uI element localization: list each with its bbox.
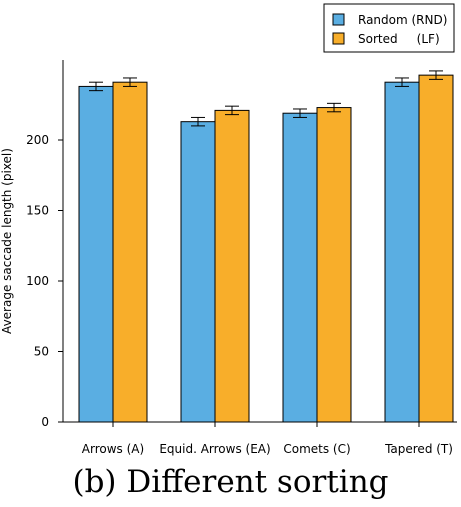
bar: [78, 85, 114, 423]
x-tick-label: Arrows (A): [82, 442, 144, 456]
legend-box: [323, 3, 455, 53]
bar: [316, 107, 352, 423]
y-tick-label: 100: [26, 274, 49, 288]
bar: [214, 109, 250, 423]
legend: Random (RND) Sorted (LF): [323, 3, 455, 53]
legend-label: Sorted (LF): [358, 32, 440, 46]
x-tick-label: Equid. Arrows (EA): [159, 442, 270, 456]
x-ticks-layer: Arrows (A) Equid. Arrows (EA) Comets (C) Ta…: [82, 422, 453, 456]
bars-layer: [78, 74, 454, 423]
figure-caption: (b) Different sorting: [72, 464, 389, 500]
y-ticks-layer: 0 50 100 150 200: [26, 133, 63, 429]
bar-chart: 0 50 100 150 200 Arrows (A) Equid. Arrows (EA…: [0, 3, 457, 456]
y-tick-label: 50: [34, 345, 49, 359]
error-bars-layer: [89, 70, 443, 127]
legend-swatch: [332, 32, 345, 45]
y-tick-label: 200: [26, 133, 49, 147]
legend-swatch: [332, 13, 345, 26]
x-tick-label: Comets (C): [283, 442, 350, 456]
axes-layer: [62, 60, 457, 423]
y-tick-label: 0: [41, 415, 49, 429]
y-axis-label: Average saccade length (pixel): [0, 148, 14, 334]
bar: [384, 81, 420, 423]
legend-label: Random (RND): [358, 13, 447, 27]
bar: [180, 121, 216, 423]
bar: [418, 74, 454, 423]
y-tick-label: 150: [26, 204, 49, 218]
bar: [282, 112, 318, 423]
x-tick-label: Tapered (T): [384, 442, 453, 456]
bar: [112, 81, 148, 423]
